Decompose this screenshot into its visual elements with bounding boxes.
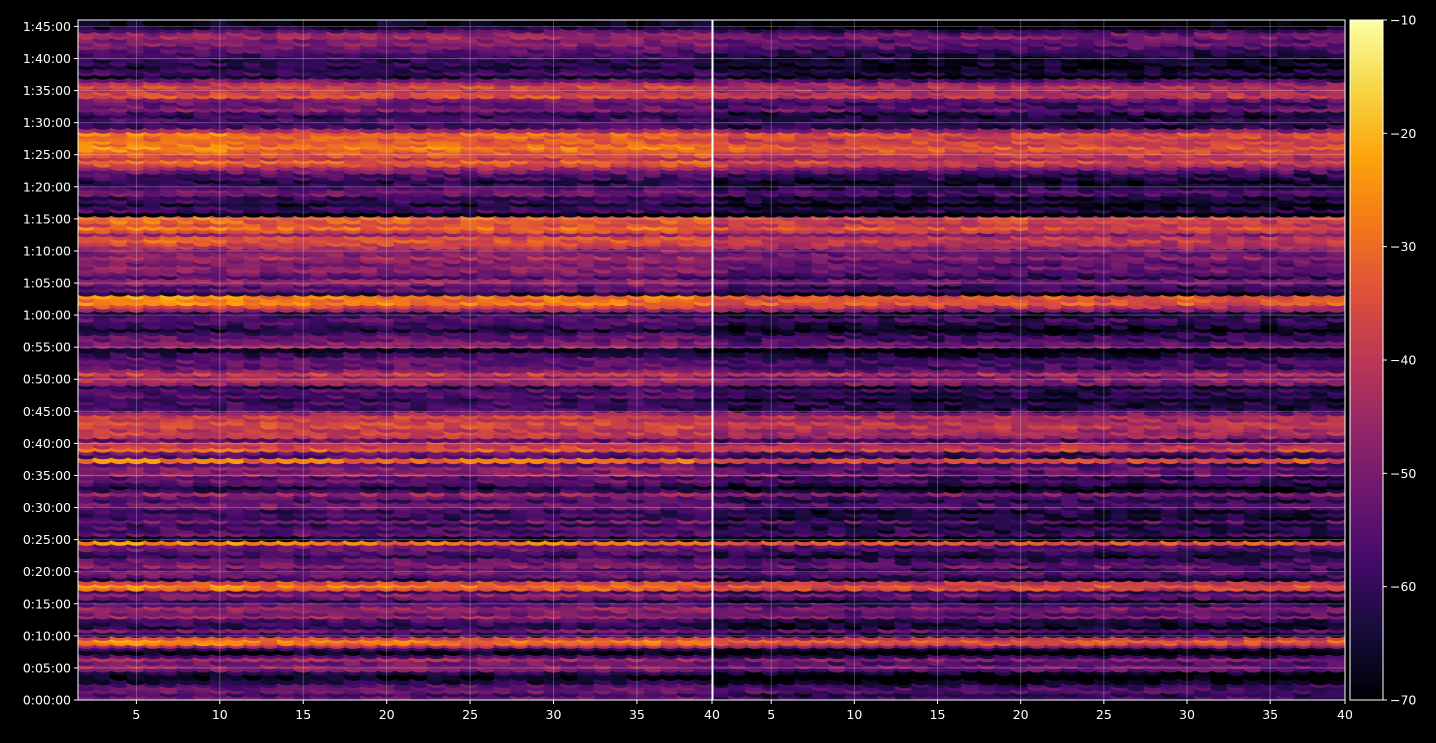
panel-1-plot-area [78, 20, 712, 700]
